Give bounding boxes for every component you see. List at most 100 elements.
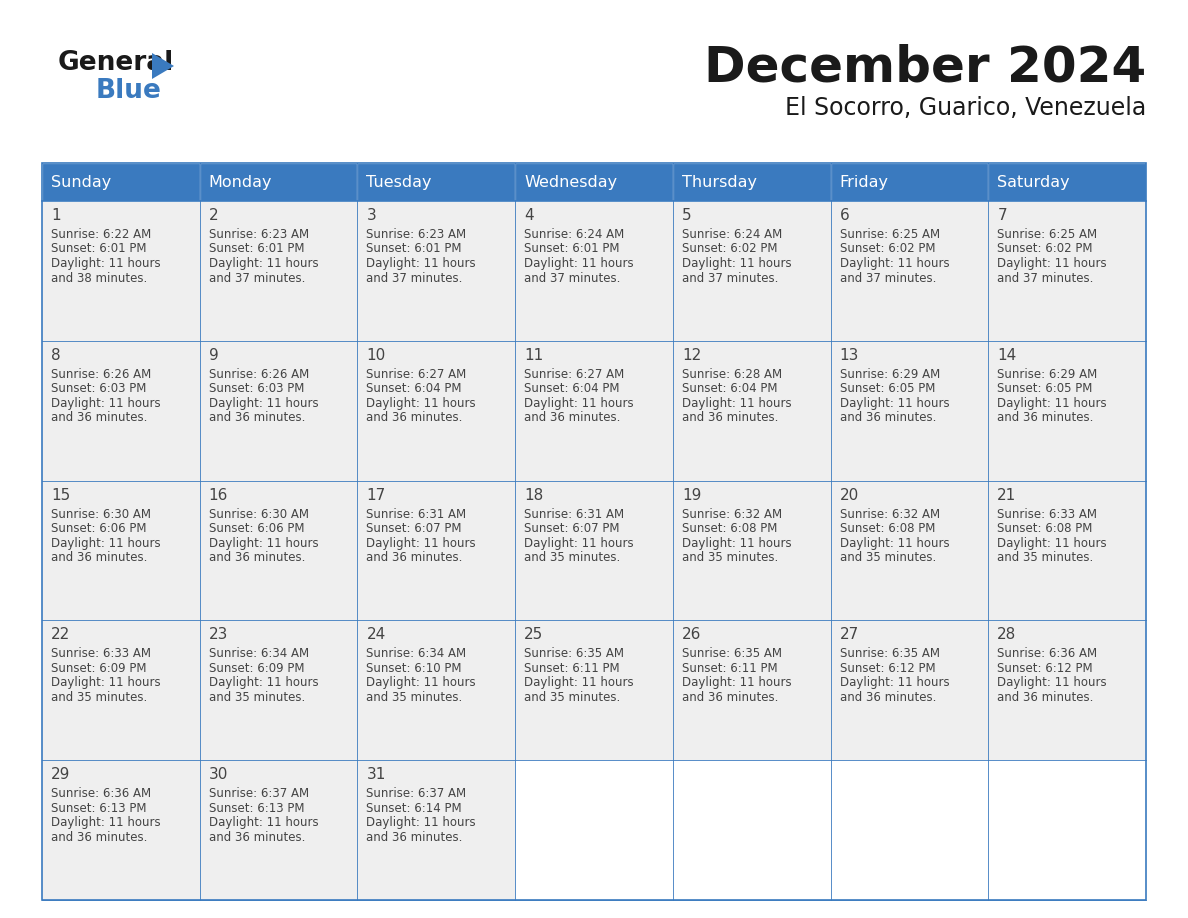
Text: Sunrise: 6:24 AM: Sunrise: 6:24 AM <box>524 228 625 241</box>
Text: Sunset: 6:04 PM: Sunset: 6:04 PM <box>366 382 462 396</box>
Text: 13: 13 <box>840 348 859 363</box>
Text: and 36 minutes.: and 36 minutes. <box>51 411 147 424</box>
Bar <box>42 163 200 201</box>
Text: Daylight: 11 hours: Daylight: 11 hours <box>51 257 160 270</box>
Text: Sunrise: 6:23 AM: Sunrise: 6:23 AM <box>209 228 309 241</box>
Text: Sunset: 6:14 PM: Sunset: 6:14 PM <box>366 801 462 814</box>
Text: and 37 minutes.: and 37 minutes. <box>366 272 463 285</box>
Text: Sunrise: 6:32 AM: Sunrise: 6:32 AM <box>682 508 782 521</box>
Text: General: General <box>58 50 175 76</box>
Text: Sunset: 6:03 PM: Sunset: 6:03 PM <box>209 382 304 396</box>
Bar <box>516 481 672 621</box>
Text: Daylight: 11 hours: Daylight: 11 hours <box>366 257 476 270</box>
Text: Sunset: 6:11 PM: Sunset: 6:11 PM <box>682 662 777 675</box>
Text: 6: 6 <box>840 208 849 223</box>
Text: Sunset: 6:01 PM: Sunset: 6:01 PM <box>366 242 462 255</box>
Text: 18: 18 <box>524 487 543 502</box>
Text: Tuesday: Tuesday <box>366 174 432 189</box>
Text: 26: 26 <box>682 627 701 643</box>
Bar <box>42 163 1146 900</box>
Text: Sunset: 6:07 PM: Sunset: 6:07 PM <box>524 522 620 535</box>
Bar <box>42 341 200 481</box>
Text: Sunset: 6:06 PM: Sunset: 6:06 PM <box>51 522 146 535</box>
Text: Daylight: 11 hours: Daylight: 11 hours <box>524 677 633 689</box>
Text: 1: 1 <box>51 208 61 223</box>
Text: Sunset: 6:04 PM: Sunset: 6:04 PM <box>524 382 620 396</box>
Bar <box>42 481 200 621</box>
Bar <box>358 760 516 900</box>
Text: Wednesday: Wednesday <box>524 174 618 189</box>
Text: Sunrise: 6:32 AM: Sunrise: 6:32 AM <box>840 508 940 521</box>
Text: 24: 24 <box>366 627 386 643</box>
Bar <box>830 341 988 481</box>
Bar <box>42 621 200 760</box>
Bar <box>830 760 988 900</box>
Text: Thursday: Thursday <box>682 174 757 189</box>
Text: Daylight: 11 hours: Daylight: 11 hours <box>840 537 949 550</box>
Text: Sunset: 6:02 PM: Sunset: 6:02 PM <box>997 242 1093 255</box>
Bar <box>516 341 672 481</box>
Text: 3: 3 <box>366 208 377 223</box>
Text: Daylight: 11 hours: Daylight: 11 hours <box>209 677 318 689</box>
Bar <box>358 621 516 760</box>
Text: Daylight: 11 hours: Daylight: 11 hours <box>209 397 318 409</box>
Text: Sunrise: 6:37 AM: Sunrise: 6:37 AM <box>366 788 467 800</box>
Text: Sunrise: 6:36 AM: Sunrise: 6:36 AM <box>997 647 1098 660</box>
Text: and 38 minutes.: and 38 minutes. <box>51 272 147 285</box>
Text: and 36 minutes.: and 36 minutes. <box>997 691 1094 704</box>
Text: 4: 4 <box>524 208 533 223</box>
Text: Daylight: 11 hours: Daylight: 11 hours <box>209 257 318 270</box>
Text: 7: 7 <box>997 208 1007 223</box>
Text: 12: 12 <box>682 348 701 363</box>
Text: Sunset: 6:13 PM: Sunset: 6:13 PM <box>209 801 304 814</box>
Text: Daylight: 11 hours: Daylight: 11 hours <box>51 397 160 409</box>
Text: and 36 minutes.: and 36 minutes. <box>682 411 778 424</box>
Text: 28: 28 <box>997 627 1017 643</box>
Text: 21: 21 <box>997 487 1017 502</box>
Text: Daylight: 11 hours: Daylight: 11 hours <box>682 397 791 409</box>
Text: and 37 minutes.: and 37 minutes. <box>209 272 305 285</box>
Text: Sunrise: 6:35 AM: Sunrise: 6:35 AM <box>840 647 940 660</box>
Bar <box>42 760 200 900</box>
Text: Daylight: 11 hours: Daylight: 11 hours <box>682 677 791 689</box>
Bar <box>672 163 830 201</box>
Text: Sunrise: 6:30 AM: Sunrise: 6:30 AM <box>209 508 309 521</box>
Bar <box>988 621 1146 760</box>
Text: 20: 20 <box>840 487 859 502</box>
Text: Sunrise: 6:23 AM: Sunrise: 6:23 AM <box>366 228 467 241</box>
Text: Sunrise: 6:34 AM: Sunrise: 6:34 AM <box>366 647 467 660</box>
Text: and 35 minutes.: and 35 minutes. <box>51 691 147 704</box>
Text: 31: 31 <box>366 767 386 782</box>
Text: Sunset: 6:07 PM: Sunset: 6:07 PM <box>366 522 462 535</box>
Text: 2: 2 <box>209 208 219 223</box>
Text: Sunrise: 6:27 AM: Sunrise: 6:27 AM <box>524 368 625 381</box>
Text: Daylight: 11 hours: Daylight: 11 hours <box>682 257 791 270</box>
Bar <box>988 341 1146 481</box>
Text: 14: 14 <box>997 348 1017 363</box>
Text: 15: 15 <box>51 487 70 502</box>
Text: Sunday: Sunday <box>51 174 112 189</box>
Text: El Socorro, Guarico, Venezuela: El Socorro, Guarico, Venezuela <box>785 96 1146 120</box>
Bar <box>516 621 672 760</box>
Bar <box>830 481 988 621</box>
Text: and 36 minutes.: and 36 minutes. <box>366 551 463 564</box>
Text: and 35 minutes.: and 35 minutes. <box>524 691 620 704</box>
Text: Sunset: 6:11 PM: Sunset: 6:11 PM <box>524 662 620 675</box>
Text: and 36 minutes.: and 36 minutes. <box>209 831 305 844</box>
Text: Daylight: 11 hours: Daylight: 11 hours <box>209 816 318 829</box>
Text: and 35 minutes.: and 35 minutes. <box>209 691 305 704</box>
Text: 30: 30 <box>209 767 228 782</box>
Text: 9: 9 <box>209 348 219 363</box>
Text: and 35 minutes.: and 35 minutes. <box>682 551 778 564</box>
Text: and 37 minutes.: and 37 minutes. <box>997 272 1094 285</box>
Text: and 35 minutes.: and 35 minutes. <box>840 551 936 564</box>
Text: Sunrise: 6:35 AM: Sunrise: 6:35 AM <box>524 647 624 660</box>
Text: 8: 8 <box>51 348 61 363</box>
Text: and 35 minutes.: and 35 minutes. <box>366 691 462 704</box>
Bar <box>358 481 516 621</box>
Bar <box>200 760 358 900</box>
Bar <box>200 201 358 341</box>
Text: Daylight: 11 hours: Daylight: 11 hours <box>51 537 160 550</box>
Text: Sunset: 6:08 PM: Sunset: 6:08 PM <box>997 522 1093 535</box>
Text: and 36 minutes.: and 36 minutes. <box>840 691 936 704</box>
